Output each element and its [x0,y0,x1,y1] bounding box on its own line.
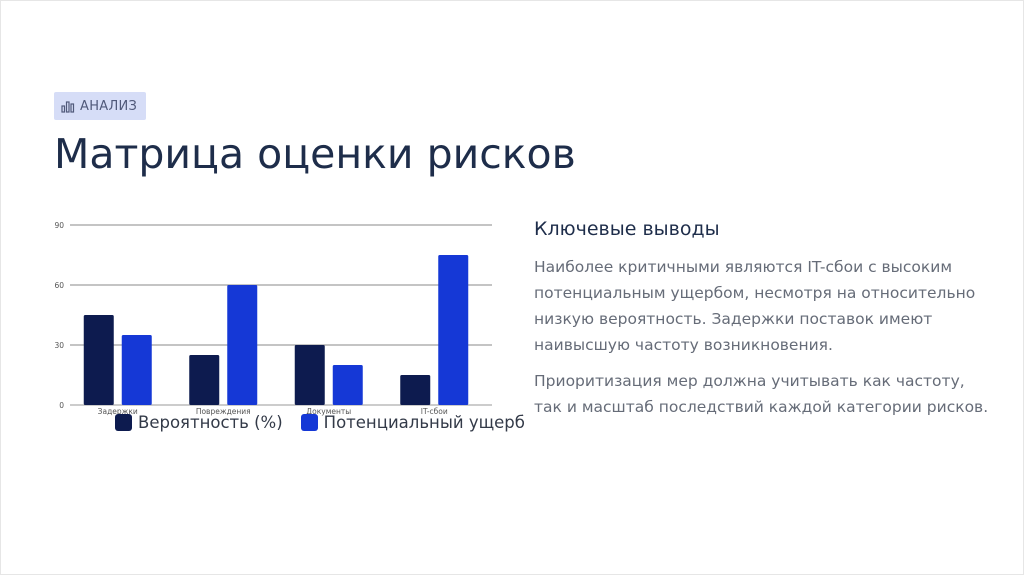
y-tick-label: 60 [54,281,64,290]
findings-heading: Ключевые выводы [534,218,720,240]
bar [83,315,114,405]
bar [400,375,431,405]
x-tick-label: Задержки [98,407,138,416]
chart-legend: Вероятность (%) Потенциальный ущерб [115,413,543,432]
legend-swatch-damage [300,414,318,431]
y-tick-label: 30 [54,341,64,350]
findings-paragraph-1: Наиболее критичными являются IT-сбои с в… [534,258,976,354]
x-tick-label: Документы [306,407,351,416]
bar-chart-icon [61,101,75,113]
legend-item-damage: Потенциальный ущерб [300,413,525,432]
x-tick-label: Повреждения [196,407,251,416]
bar [189,355,220,405]
y-tick-label: 0 [59,401,64,410]
findings-paragraph-2: Приоритизация мер должна учитывать как ч… [534,372,989,416]
risk-chart-svg: 0 30 60 90 Задержки Повреждения Документы IT-сб… [54,221,492,416]
legend-label-probability: Вероятность (%) [138,413,283,432]
key-findings: Ключевые выводы Наиболее критичными явля… [534,216,989,430]
bar [438,255,469,405]
legend-label-damage: Потенциальный ущерб [323,413,525,432]
legend-swatch-probability [115,414,132,431]
section-badge: АНАЛИЗ [54,92,147,120]
y-tick-label: 90 [54,221,64,230]
bar [332,365,363,405]
x-tick-label: IT-сбои [421,407,448,416]
bar [227,285,258,405]
risk-chart: 0 30 60 90 Задержки Повреждения Документы IT-сб… [50,215,500,440]
bar [121,335,152,405]
badge-label: АНАЛИЗ [80,98,138,114]
legend-item-probability: Вероятность (%) [115,413,283,432]
page-title: Матрица оценки рисков [54,130,576,178]
bar [294,345,325,405]
